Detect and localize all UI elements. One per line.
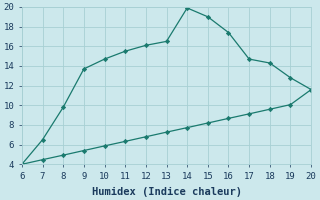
X-axis label: Humidex (Indice chaleur): Humidex (Indice chaleur): [92, 186, 242, 197]
